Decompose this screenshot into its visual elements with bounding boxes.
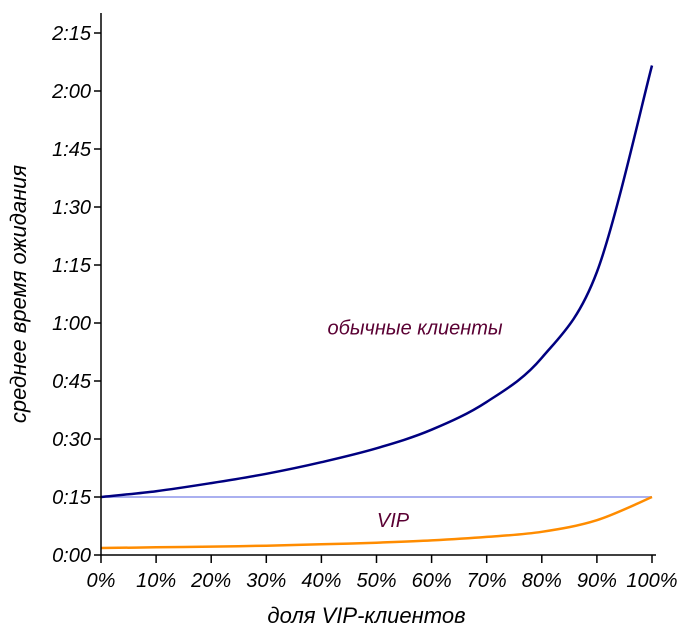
y-tick-label: 1:00 [52,313,91,335]
y-tick-label: 0:00 [52,545,91,567]
x-tick-label: 100% [626,570,677,592]
y-tick-label: 2:15 [51,23,92,45]
series-line-regular-clients [100,65,654,499]
series-line-vip [100,495,653,550]
x-tick-label: 90% [577,570,617,592]
x-tick-label: 30% [246,570,286,592]
series-label-vip: VIP [377,510,410,532]
y-tick-label: 1:15 [52,255,92,277]
x-tick-label: 0% [87,570,116,592]
x-tick-label: 60% [412,570,452,592]
y-tick-label: 0:45 [52,371,92,393]
x-tick-label: 40% [301,570,341,592]
x-tick-label: 10% [136,570,176,592]
axes-layer: 0:00 0:15 0:30 0:45 1:00 1:15 1:30 1:45 2:00 2:15… [51,13,678,592]
y-tick-label: 1:45 [52,139,92,161]
series-label-regular-clients: обычные клиенты [327,318,502,340]
y-tick-label: 2:00 [51,81,91,103]
y-axis-title: среднее время ожидания [6,165,31,424]
series-layer [100,65,654,550]
y-tick-label: 0:15 [52,487,92,509]
x-tick-label: 20% [190,570,231,592]
y-tick-label: 0:30 [52,429,91,451]
x-axis-title: доля VIP-клиентов [267,603,465,628]
x-tick-label: 70% [467,570,507,592]
x-tick-label: 50% [356,570,396,592]
y-tick-label: 1:30 [52,197,91,219]
x-tick-label: 80% [522,570,562,592]
